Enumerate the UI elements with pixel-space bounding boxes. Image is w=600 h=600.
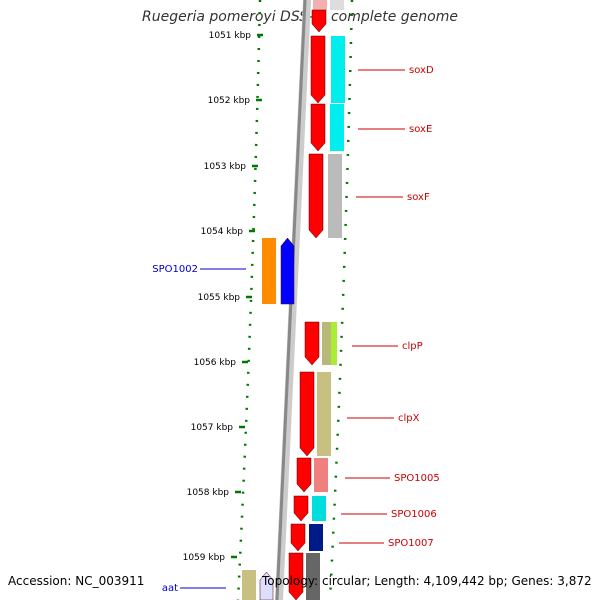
function-band xyxy=(306,553,320,600)
ruler-label: 1052 kbp xyxy=(208,96,251,106)
ruler-label: 1054 kbp xyxy=(201,227,244,237)
function-band xyxy=(312,496,326,521)
ruler-label: 1059 kbp xyxy=(183,553,226,563)
ruler-label: 1053 kbp xyxy=(204,162,247,172)
ruler-label: 1055 kbp xyxy=(198,293,241,303)
function-band xyxy=(309,524,323,551)
cds-arrow-reverse xyxy=(259,571,274,600)
gene-label-spo1005: SPO1005 xyxy=(394,473,440,484)
cds-arrow xyxy=(308,153,324,239)
function-band xyxy=(262,238,276,304)
gene-label-spo1007: SPO1007 xyxy=(388,538,434,549)
cds-arrow xyxy=(288,552,304,600)
gene-label-spo1006: SPO1006 xyxy=(391,509,437,520)
gene-label-spo1002: SPO1002 xyxy=(152,264,198,275)
gene-partial-top-band xyxy=(330,0,344,10)
function-band xyxy=(317,372,331,456)
cds-arrow xyxy=(290,523,306,552)
cds-arrow xyxy=(296,457,312,493)
gene-partial-top xyxy=(313,0,327,10)
ruler-label: 1057 kbp xyxy=(191,423,234,433)
cds-arrow xyxy=(299,371,315,457)
gene-label-soxf: soxF xyxy=(407,192,430,203)
function-band xyxy=(242,570,256,600)
ruler-label: 1058 kbp xyxy=(187,488,230,498)
ruler-track-inner xyxy=(236,0,262,600)
cds-arrow xyxy=(304,321,320,366)
gene-label-clpp: clpP xyxy=(402,341,423,352)
cds-arrow xyxy=(310,35,326,104)
ruler-label: 1051 kbp xyxy=(209,31,252,41)
ruler-track-outer xyxy=(328,0,354,600)
gene-label-soxe: soxE xyxy=(409,124,432,135)
function-band xyxy=(331,36,345,103)
cds-arrow-reverse xyxy=(280,237,295,305)
map-title: Ruegeria pomeroyi DSS-3, complete genome xyxy=(142,9,458,25)
function-band xyxy=(330,104,344,151)
accession-label: Accession: NC_003911 xyxy=(8,574,145,588)
function-band xyxy=(328,154,342,238)
gene-label-aat: aat xyxy=(162,583,178,594)
cds-arrow xyxy=(293,495,309,522)
ruler-label: 1056 kbp xyxy=(194,358,237,368)
cds-arrow xyxy=(311,9,327,33)
function-band xyxy=(314,458,328,492)
cds-arrow xyxy=(310,103,326,152)
gene-label-clpx: clpX xyxy=(398,413,420,424)
gene-label-soxd: soxD xyxy=(409,65,434,76)
topology-label: Topology: circular; Length: 4,109,442 bp… xyxy=(262,574,592,588)
function-band xyxy=(331,322,337,365)
